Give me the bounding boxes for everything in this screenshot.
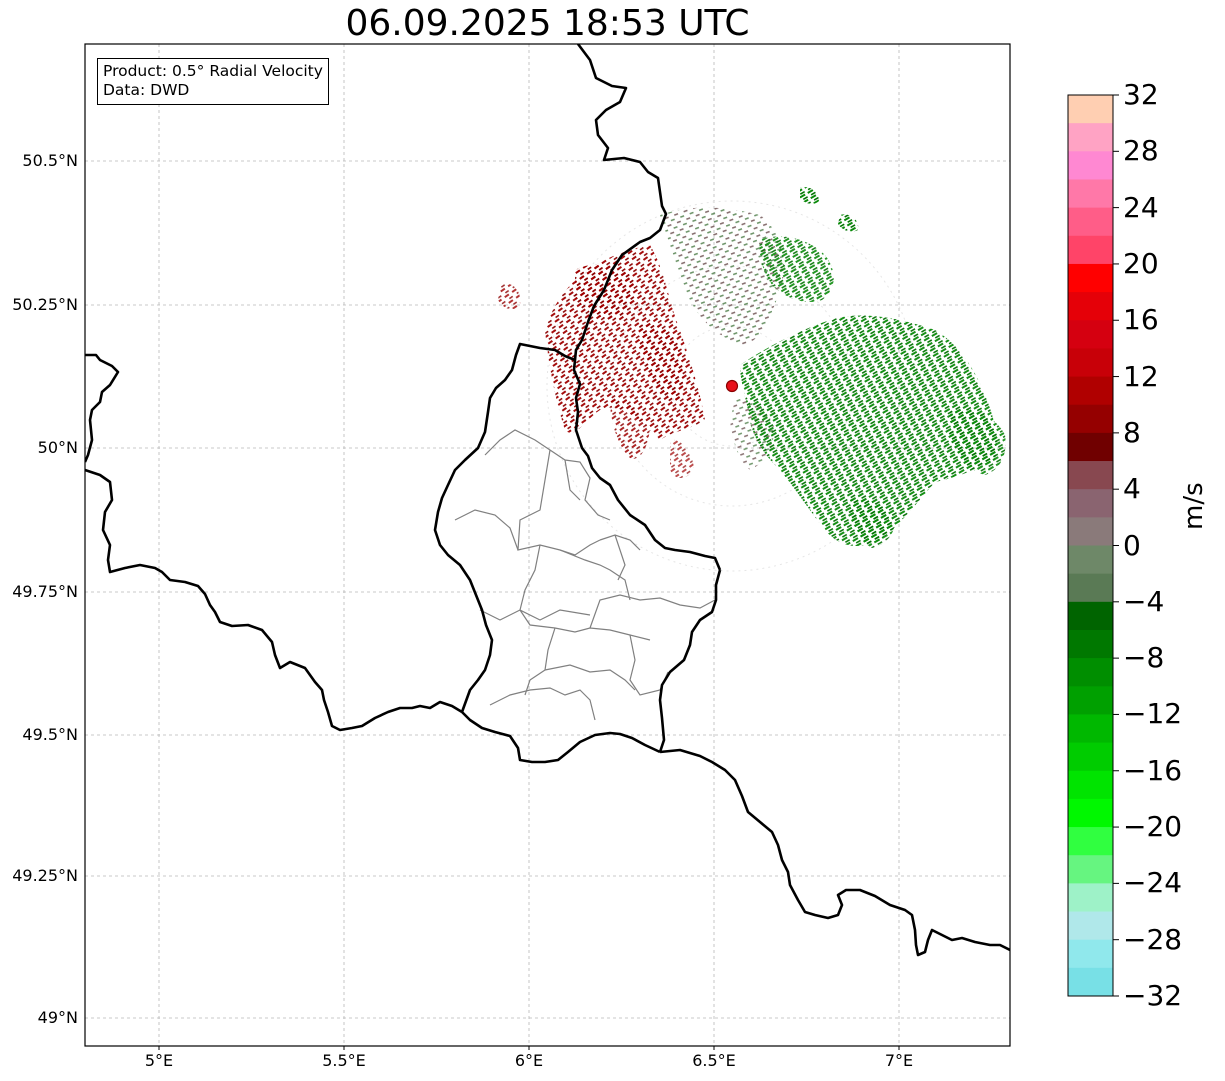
colorbar-segment [1068, 235, 1113, 265]
country-borders [85, 44, 1010, 957]
colorbar-unit-label: m/s [1179, 482, 1209, 530]
colorbar-segment [1068, 798, 1113, 828]
colorbar-segment [1068, 95, 1113, 124]
lat-label-49-25: 49.25°N [12, 866, 78, 885]
colorbar-segment [1068, 827, 1113, 856]
colorbar-tick-label: 8 [1123, 415, 1141, 449]
colorbar-segment [1068, 855, 1113, 884]
colorbar-tick-label: −20 [1123, 810, 1183, 844]
colorbar-tick-label: 32 [1123, 78, 1159, 111]
colorbar-segment [1068, 658, 1113, 687]
chart-title: 06.09.2025 18:53 UTC [345, 3, 750, 44]
colorbar-segment [1068, 179, 1113, 209]
outbound-velocity-echoes [498, 245, 705, 479]
colorbar-tick-label: 0 [1123, 528, 1141, 562]
colorbar-tick-label: 28 [1123, 134, 1159, 168]
lon-label-5-5: 5.5°E [322, 1051, 366, 1070]
lon-label-7: 7°E [884, 1051, 914, 1070]
colorbar-tick-label: 12 [1123, 359, 1159, 393]
colorbar-segment [1068, 883, 1113, 913]
map-frame [84, 43, 1011, 1047]
colorbar-segment [1068, 207, 1113, 237]
lat-label-50-25: 50.25°N [12, 295, 78, 314]
colorbar-tick-label: −4 [1123, 584, 1165, 618]
colorbar-segment [1068, 123, 1113, 152]
radar-site-marker[interactable] [725, 379, 739, 393]
colorbar-segment [1068, 376, 1113, 406]
colorbar-segment [1068, 263, 1113, 293]
colorbar-segment [1068, 292, 1113, 321]
colorbar-tick-label: −32 [1123, 979, 1183, 1012]
colorbar-segment [1068, 348, 1113, 378]
colorbar-segment [1068, 714, 1113, 744]
lon-label-6-5: 6.5°E [692, 1051, 736, 1070]
colorbar-tick-label: 20 [1123, 246, 1159, 280]
inbound-velocity-echoes [740, 187, 1006, 548]
colorbar-tick-label: −24 [1123, 866, 1183, 900]
region-borders [454, 429, 716, 721]
colorbar-segment [1068, 489, 1113, 518]
colorbar-segment [1068, 911, 1113, 941]
gridlines [85, 44, 1010, 1046]
colorbar-segment [1068, 320, 1113, 349]
lon-label-6: 6°E [514, 1051, 544, 1070]
colorbar-segment [1068, 629, 1113, 659]
colorbar-segment [1068, 742, 1113, 772]
colorbar-segment [1068, 517, 1113, 546]
data-source-label: Data: DWD [103, 81, 190, 99]
lat-label-50-5: 50.5°N [22, 151, 78, 170]
colorbar-segment [1068, 770, 1113, 800]
colorbar-tick-label: 4 [1123, 472, 1141, 506]
colorbar-tick-label: −12 [1123, 697, 1183, 731]
colorbar-tick-label: −16 [1123, 753, 1183, 787]
colorbar-tick-label: −8 [1123, 641, 1165, 675]
lat-label-49-75: 49.75°N [12, 582, 78, 601]
colorbar-segment [1068, 967, 1113, 997]
colorbar-segment [1068, 432, 1113, 462]
lat-label-50: 50°N [37, 438, 78, 457]
colorbar-segment [1068, 404, 1113, 434]
colorbar-segment [1068, 601, 1113, 631]
colorbar-segment [1068, 151, 1113, 180]
colorbar-tick-label: 24 [1123, 190, 1159, 224]
colorbar-segment [1068, 939, 1113, 969]
lat-label-49-5: 49.5°N [22, 725, 78, 744]
colorbar-segment [1068, 686, 1113, 715]
axis-ticks [158, 1046, 900, 1050]
lat-label-49: 49°N [37, 1008, 78, 1027]
colorbar-segment [1068, 461, 1113, 490]
colorbar-tick-label: 16 [1123, 303, 1159, 337]
product-label: Product: 0.5° Radial Velocity [103, 62, 323, 80]
colorbar [1067, 94, 1119, 997]
product-info-box: Product: 0.5° Radial Velocity Data: DWD [97, 58, 329, 105]
colorbar-segment [1068, 573, 1113, 603]
lon-label-5: 5°E [144, 1051, 174, 1070]
colorbar-tick-label: −28 [1123, 922, 1183, 956]
colorbar-segment [1068, 545, 1113, 575]
